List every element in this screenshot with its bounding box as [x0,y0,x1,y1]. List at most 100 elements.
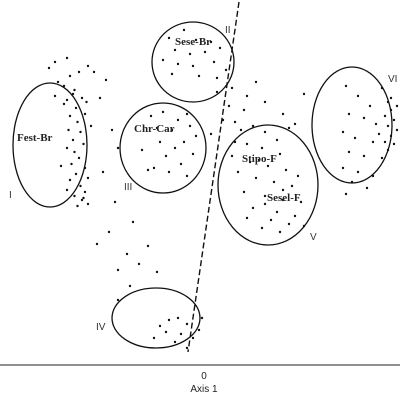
data-point-54 [203,50,207,54]
data-point-47 [53,94,57,98]
data-point-0 [68,74,72,78]
data-point-43 [116,146,120,150]
data-point-90 [185,346,189,350]
label-fest-br: Fest-Br [17,132,53,144]
data-point-141 [227,104,231,108]
data-point-162 [362,154,366,158]
data-point-57 [176,62,180,66]
data-point-174 [386,124,390,128]
data-point-165 [356,170,360,174]
data-point-115 [284,168,288,172]
roman-V: V [310,232,317,243]
data-point-69 [170,128,174,132]
data-point-35 [56,80,60,84]
data-point-177 [383,140,387,144]
data-point-34 [85,100,88,104]
data-point-129 [260,226,264,230]
data-point-120 [242,190,246,194]
data-point-142 [242,108,246,112]
data-point-91 [197,328,201,332]
data-point-13 [82,142,85,146]
data-point-155 [347,112,351,116]
roman-III: III [124,182,132,193]
data-point-67 [185,112,189,116]
roman-I: I [9,190,12,201]
data-point-27 [62,102,66,106]
data-point-97 [116,268,120,272]
data-point-85 [185,322,189,326]
data-point-7 [68,114,72,118]
data-point-175 [395,128,399,132]
dashed-separator-line [187,1,240,353]
data-point-126 [293,214,297,218]
data-point-56 [161,58,165,62]
label-sesel-f: Sesel-F [267,192,301,204]
data-point-123 [299,200,303,204]
data-point-20 [68,178,72,182]
data-point-8 [83,112,87,116]
data-point-157 [374,122,378,126]
data-point-12 [71,138,75,142]
data-point-76 [191,152,195,156]
data-point-183 [377,132,381,136]
data-point-107 [275,138,279,142]
data-point-92 [200,316,204,320]
data-point-163 [380,156,384,160]
data-point-137 [281,188,285,192]
data-point-101 [116,298,120,302]
data-point-24 [80,198,84,202]
ellipse-II [151,21,235,103]
data-point-160 [371,140,375,144]
data-point-93 [152,336,156,340]
label-chr-car: Chr-Car [134,123,175,135]
data-point-158 [341,130,345,134]
data-point-68 [155,126,159,130]
data-point-77 [152,166,156,170]
data-point-117 [254,176,258,180]
data-point-9 [76,120,79,124]
x-axis-title: Axis 1 [190,384,218,395]
data-point-130 [278,230,282,234]
data-point-31 [82,196,85,200]
data-point-151 [293,122,297,126]
data-point-82 [158,324,162,328]
data-point-159 [353,136,357,140]
data-point-11 [79,130,82,134]
data-point-66 [176,118,180,122]
data-point-168 [365,186,369,190]
data-point-75 [179,162,183,166]
data-point-154 [368,104,372,108]
data-point-124 [251,206,255,210]
data-point-61 [197,74,201,78]
data-point-94 [155,270,159,274]
label-sese-br: Sese-Br [175,36,211,48]
data-point-119 [290,184,294,188]
data-point-29 [86,176,90,180]
roman-VI: VI [388,74,397,85]
data-point-10 [67,128,70,132]
data-point-86 [164,330,168,334]
data-point-152 [344,84,348,88]
data-point-99 [107,230,111,234]
data-point-112 [230,154,234,158]
roman-II: II [225,25,231,36]
data-point-128 [287,222,291,226]
data-point-98 [146,244,150,248]
data-point-84 [176,316,180,320]
data-point-80 [140,148,144,152]
data-point-125 [275,210,279,214]
data-point-37 [65,56,69,60]
data-point-44 [101,170,105,174]
data-point-95 [137,262,141,266]
ellipse-III [119,102,207,194]
data-point-78 [167,170,171,174]
data-point-38 [86,64,90,68]
data-point-146 [302,92,306,96]
data-point-105 [251,124,255,128]
data-point-118 [272,180,276,184]
data-point-62 [170,72,174,76]
data-point-70 [188,124,192,128]
data-point-64 [149,114,153,118]
cluster-ellipses [12,21,393,349]
data-point-89 [173,340,177,344]
